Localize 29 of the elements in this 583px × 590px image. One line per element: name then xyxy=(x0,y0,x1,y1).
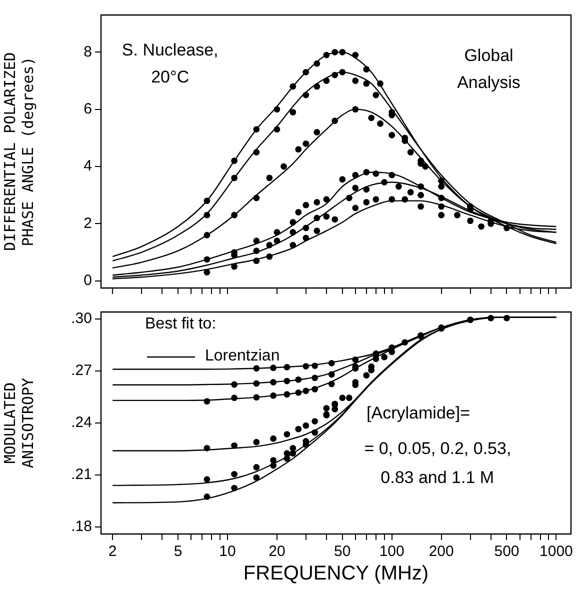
y-tick-label: .18 xyxy=(71,518,92,536)
y-tick-label: .21 xyxy=(71,466,92,484)
x-tick-label: 10 xyxy=(219,543,236,560)
y-tick-label: .27 xyxy=(71,362,92,380)
annotation: S. Nuclease, 20°C xyxy=(122,40,218,86)
y-tick-label: 8 xyxy=(84,43,92,60)
x-tick-label: 200 xyxy=(428,543,454,560)
x-axis-title: FREQUENCY (MHz) xyxy=(243,562,429,585)
y-tick-label: .24 xyxy=(71,414,92,432)
x-tick-label: 2 xyxy=(108,543,117,560)
y-axis-title: MODULATED ANISOTROPY xyxy=(0,378,37,468)
x-tick-label: 100 xyxy=(379,543,404,560)
y-tick-label: 4 xyxy=(84,158,92,175)
x-tick-label: 20 xyxy=(268,543,286,560)
x-tick-label: 50 xyxy=(334,543,351,560)
y-axis-title: DIFFERENTIAL POLARIZED PHASE ANGLE (degrees) xyxy=(0,52,37,251)
y-tick-label: 2 xyxy=(84,214,92,232)
annotation: [Acrylamide]= xyxy=(366,403,470,422)
annotation: Global Analysis xyxy=(457,46,520,92)
x-tick-label: 500 xyxy=(494,543,520,560)
y-tick-label: 0 xyxy=(84,272,92,289)
annotation: 0.83 and 1.1 M xyxy=(380,468,494,487)
x-tick-label: 1000 xyxy=(540,543,573,560)
annotation: = 0, 0.05, 0.2, 0.53, xyxy=(364,438,512,458)
legend-label: Lorentzian xyxy=(205,347,280,364)
y-tick-label: .30 xyxy=(71,310,92,328)
y-tick-label: 6 xyxy=(84,100,92,118)
x-tick-label: 5 xyxy=(174,543,182,560)
legend-title: Best fit to: xyxy=(145,315,216,332)
